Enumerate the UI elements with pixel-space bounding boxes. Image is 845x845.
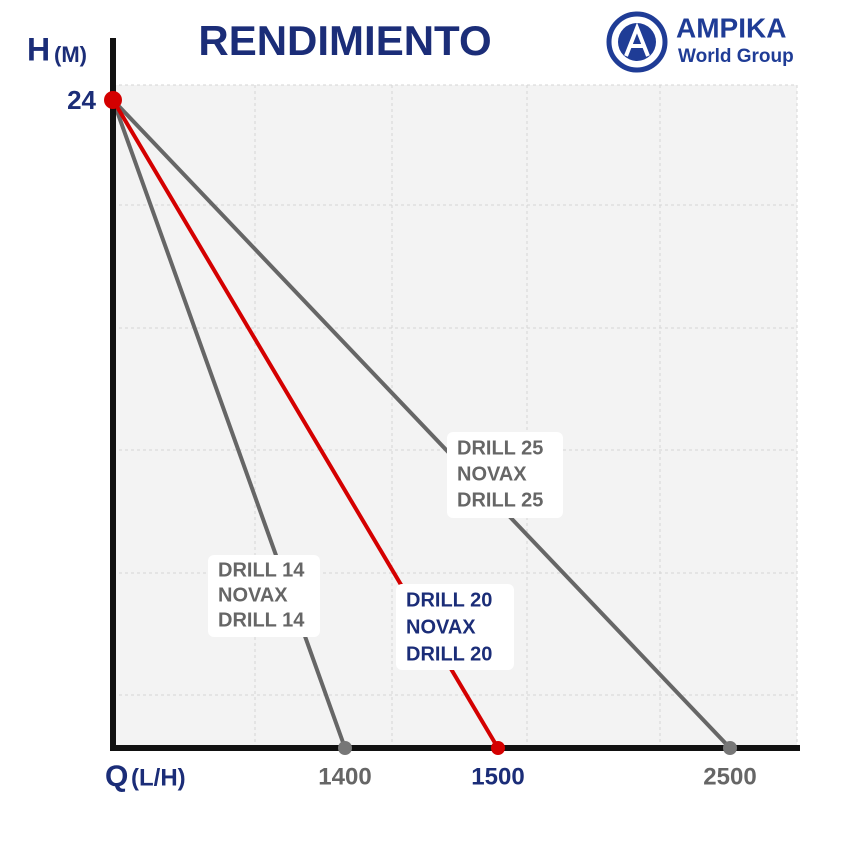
model-text: DRILL 14 <box>218 559 305 581</box>
model-label: DRILL 20 NOVAX DRILL 20 <box>396 584 514 670</box>
model-text: NOVAX <box>218 584 288 606</box>
curve-drill-14 <box>111 99 347 749</box>
flow-label: 1500 <box>471 763 524 790</box>
title: RENDIMIENTO <box>198 17 491 64</box>
x-label: Q <box>105 760 128 793</box>
brand-name: AMPIKA <box>676 12 786 43</box>
model-text: DRILL 20 <box>406 589 492 611</box>
end-point <box>338 741 352 755</box>
model-label: DRILL 14 NOVAX DRILL 14 <box>208 555 320 637</box>
logo: AMPIKA World Group <box>606 11 794 73</box>
start-point <box>104 91 122 109</box>
brand-tagline: World Group <box>678 46 794 67</box>
model-text: DRILL 25 <box>457 437 543 459</box>
y-max: 24 <box>67 85 96 115</box>
curve-drill-25 <box>111 98 732 750</box>
model-text: NOVAX <box>406 616 476 638</box>
grid <box>113 84 798 748</box>
y-label: H <box>27 31 50 67</box>
y-unit: (M) <box>54 42 87 67</box>
end-point <box>491 741 505 755</box>
model-text: DRILL 20 <box>406 643 492 665</box>
end-point <box>723 741 737 755</box>
flow-label: 2500 <box>703 763 756 790</box>
model-label: DRILL 25 NOVAX DRILL 25 <box>447 432 563 518</box>
flow-label: 1400 <box>318 763 371 790</box>
model-text: DRILL 14 <box>218 609 305 631</box>
model-text: DRILL 25 <box>457 489 543 511</box>
x-unit: (L/H) <box>131 764 186 791</box>
model-text: NOVAX <box>457 463 527 485</box>
